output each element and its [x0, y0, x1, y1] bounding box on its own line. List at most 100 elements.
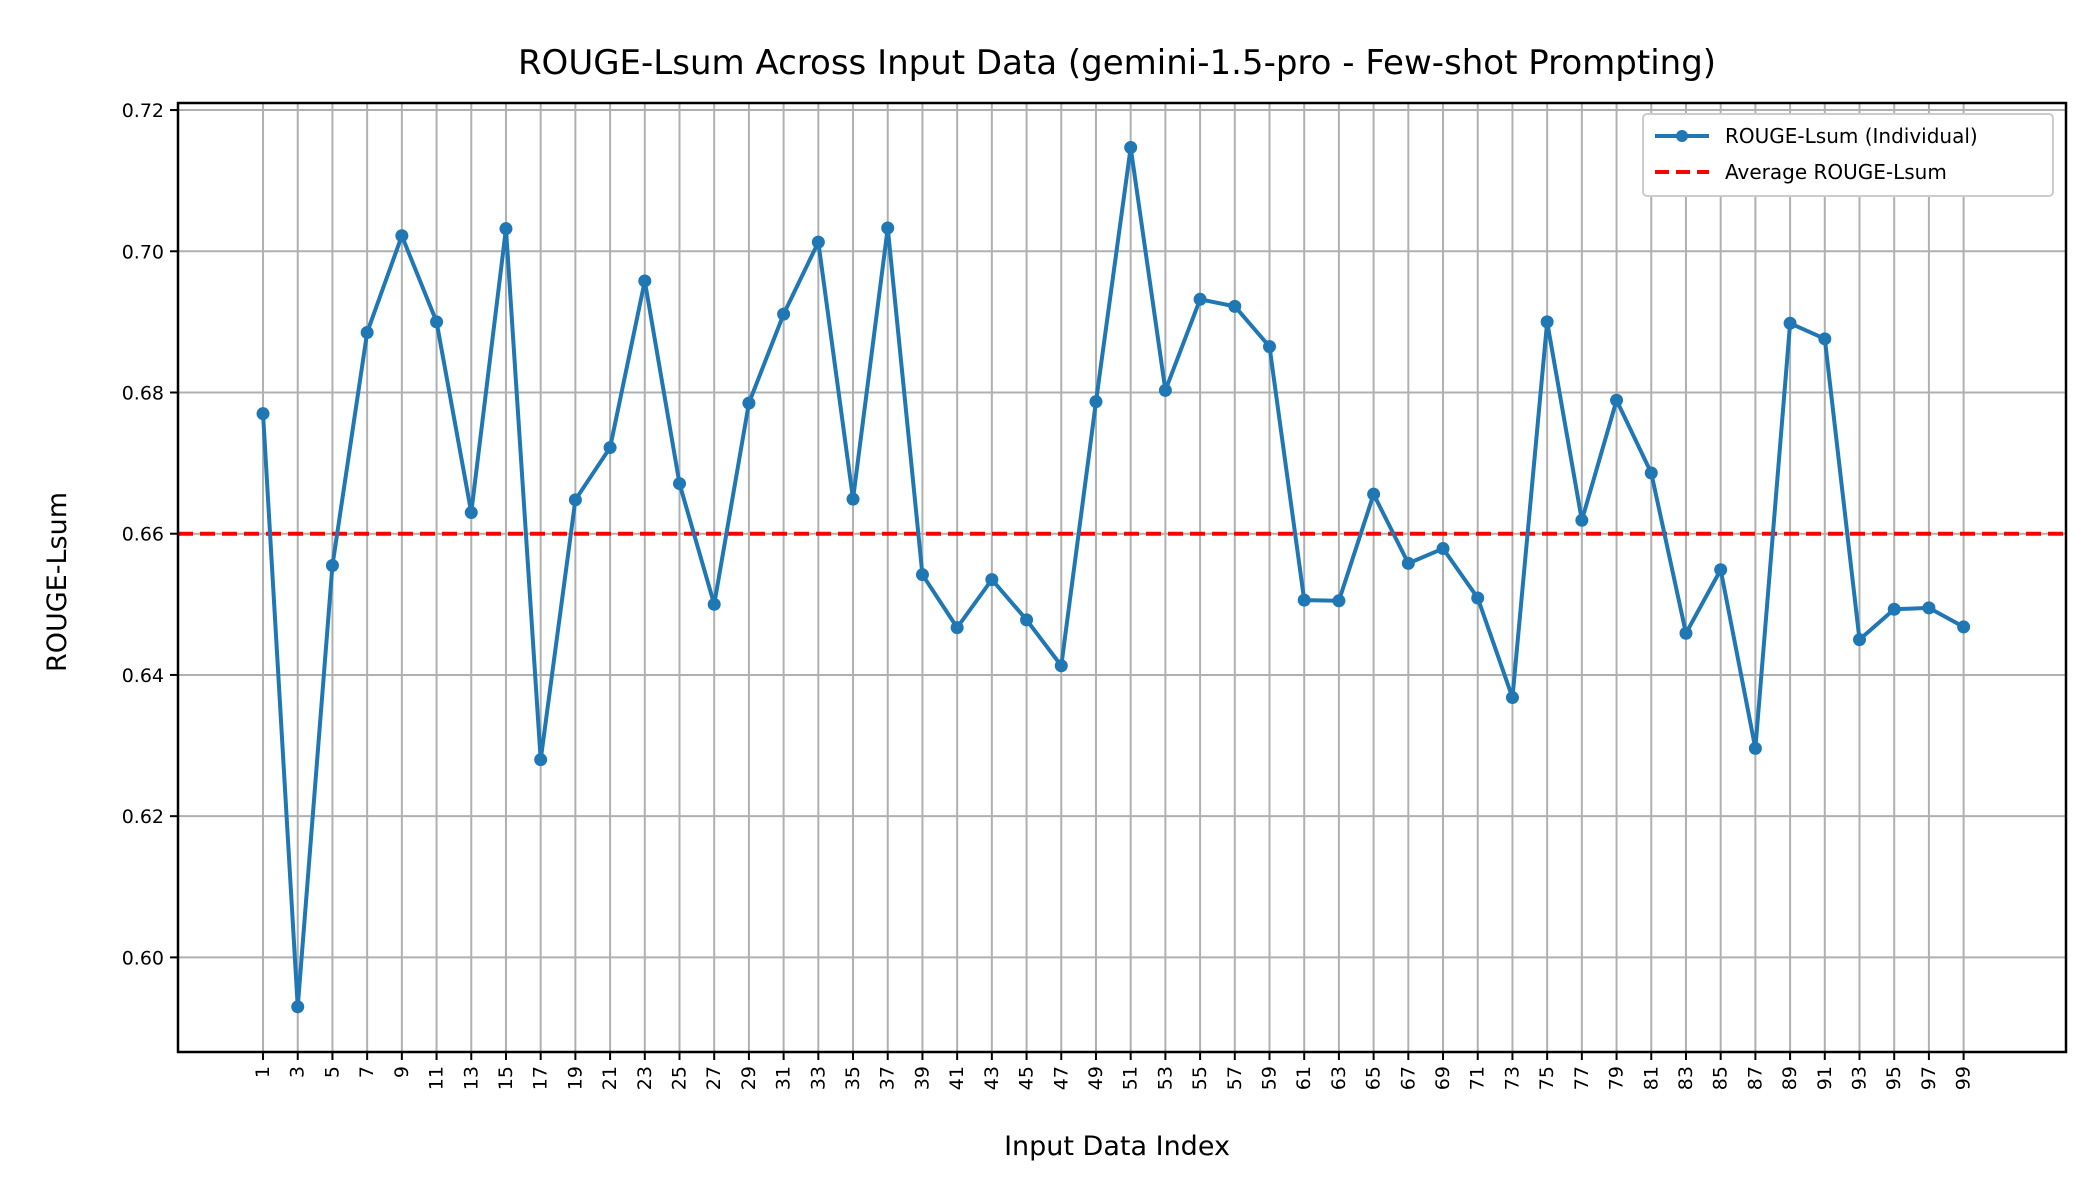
x-tick-label: 43: [981, 1066, 1003, 1090]
data-point: [915, 568, 929, 582]
data-point: [1089, 395, 1103, 409]
x-tick-label: 21: [599, 1066, 621, 1090]
x-tick-label: 83: [1675, 1066, 1697, 1090]
y-tick-label: 0.64: [122, 665, 164, 687]
data-point: [1436, 542, 1450, 556]
data-point: [1505, 691, 1519, 705]
legend-series-marker: [1676, 130, 1688, 142]
x-axis-label: Input Data Index: [1004, 1131, 1230, 1162]
x-tick-label: 67: [1397, 1066, 1419, 1090]
data-point: [1575, 513, 1589, 527]
grid-lines: [178, 103, 2066, 1052]
data-point: [1748, 741, 1762, 755]
data-point: [430, 315, 444, 329]
series-line: [261, 145, 1965, 1009]
data-point: [742, 396, 756, 410]
x-tick-label: 91: [1814, 1066, 1836, 1090]
x-tick-label: 95: [1883, 1066, 1905, 1090]
data-point: [673, 477, 686, 491]
y-tick-label: 0.62: [122, 806, 164, 828]
x-tick-label: 61: [1293, 1066, 1315, 1090]
data-point: [1054, 659, 1068, 673]
data-point: [1020, 613, 1034, 627]
legend: ROUGE-Lsum (Individual) Average ROUGE-Ls…: [1642, 113, 2054, 197]
x-axis-ticks: 1 3 5 7 9 11 13 15 17 19 21 23 25 27 29 31 33 35 37 39 41 43 4…: [252, 1052, 1975, 1090]
data-point: [638, 274, 652, 288]
x-tick-label: 65: [1363, 1066, 1385, 1090]
y-axis-ticks: 0.60 0.62 0.64 0.66 0.68 0.70 0.72: [122, 100, 178, 969]
x-tick-label: 17: [530, 1066, 552, 1090]
chart-title: ROUGE-Lsum Across Input Data (gemini-1.5…: [518, 43, 1716, 83]
x-tick-label: 51: [1120, 1066, 1142, 1090]
x-tick-label: 27: [703, 1066, 725, 1090]
data-point: [395, 229, 409, 243]
x-tick-label: 87: [1744, 1066, 1766, 1090]
data-point: [291, 1000, 305, 1014]
x-tick-label: 93: [1849, 1066, 1871, 1090]
data-point: [464, 506, 478, 520]
data-point: [1679, 626, 1693, 640]
x-tick-label: 71: [1467, 1066, 1489, 1090]
x-tick-label: 79: [1606, 1066, 1628, 1090]
data-point: [846, 492, 860, 506]
x-tick-label: 7: [356, 1066, 378, 1078]
data-point: [1783, 316, 1797, 330]
y-tick-label: 0.70: [122, 241, 164, 263]
data-point: [1644, 466, 1658, 480]
x-tick-label: 81: [1640, 1066, 1662, 1090]
data-point: [950, 621, 964, 635]
x-tick-label: 1: [252, 1066, 274, 1078]
x-tick-label: 99: [1953, 1066, 1975, 1090]
data-point: [256, 407, 270, 421]
y-tick-label: 0.66: [122, 524, 164, 546]
legend-box: [1642, 113, 2054, 197]
data-point: [777, 307, 791, 321]
x-tick-label: 69: [1432, 1066, 1454, 1090]
data-point: [1714, 563, 1728, 577]
data-point: [1263, 340, 1276, 354]
legend-average-label: Average ROUGE-Lsum: [1725, 160, 1947, 184]
data-point: [534, 753, 548, 767]
x-tick-label: 57: [1224, 1066, 1246, 1090]
data-point: [1193, 292, 1207, 306]
y-tick-label: 0.68: [122, 383, 164, 405]
data-point: [1853, 633, 1866, 647]
y-axis-label: ROUGE-Lsum: [42, 492, 73, 672]
data-points: [256, 140, 1971, 1014]
data-point: [568, 493, 582, 507]
x-tick-label: 13: [460, 1066, 482, 1090]
y-tick-label: 0.72: [122, 100, 164, 122]
data-point: [1887, 602, 1901, 616]
x-tick-label: 15: [495, 1066, 517, 1090]
data-point: [1610, 393, 1624, 407]
x-tick-label: 77: [1571, 1066, 1593, 1090]
data-point: [1124, 140, 1138, 154]
x-tick-label: 49: [1085, 1066, 1107, 1090]
x-tick-label: 23: [634, 1066, 656, 1090]
data-point: [1158, 383, 1172, 397]
data-point: [1540, 315, 1554, 329]
x-tick-label: 41: [946, 1066, 968, 1090]
data-point: [499, 222, 513, 236]
data-point: [325, 558, 339, 572]
x-tick-label: 25: [669, 1066, 691, 1090]
data-point: [1297, 593, 1311, 607]
x-tick-label: 33: [807, 1066, 829, 1090]
x-tick-label: 53: [1154, 1066, 1176, 1090]
x-tick-label: 63: [1328, 1066, 1350, 1090]
x-tick-label: 55: [1189, 1066, 1211, 1090]
x-tick-label: 19: [564, 1066, 586, 1090]
x-tick-label: 89: [1779, 1066, 1801, 1090]
x-tick-label: 37: [877, 1066, 899, 1090]
data-point: [985, 573, 999, 587]
x-tick-label: 39: [911, 1066, 933, 1090]
x-tick-label: 9: [391, 1066, 413, 1078]
x-tick-label: 11: [426, 1066, 448, 1090]
data-point: [1471, 591, 1485, 605]
data-point: [603, 441, 617, 455]
x-tick-label: 3: [287, 1066, 309, 1078]
x-tick-label: 85: [1710, 1066, 1732, 1090]
x-tick-label: 75: [1536, 1066, 1558, 1090]
x-tick-label: 35: [842, 1066, 864, 1090]
